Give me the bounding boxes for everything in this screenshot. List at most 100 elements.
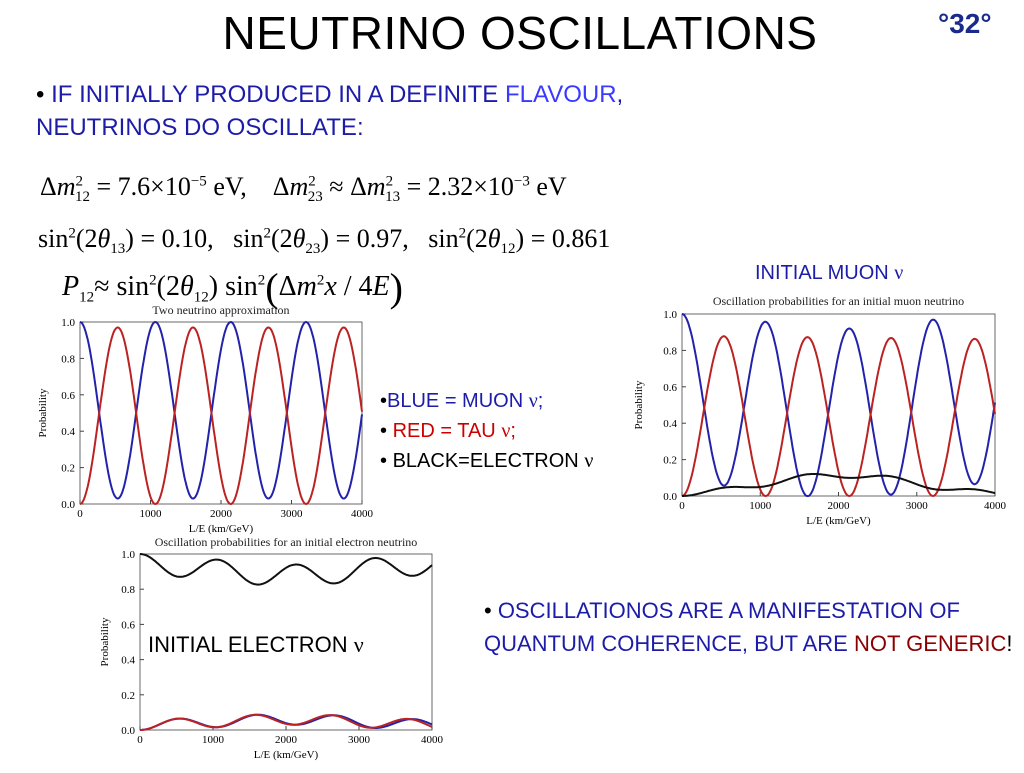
eq-sin2: sin <box>233 224 264 253</box>
eq-val-t23: ) = 0.97, <box>320 224 409 253</box>
x-axis-label: L/E (km/GeV) <box>254 749 319 761</box>
chart-title: Oscillation probabilities for an initial… <box>155 535 418 549</box>
x-tick-label: 4000 <box>984 500 1007 512</box>
x-axis-label: L/E (km/GeV) <box>189 523 254 535</box>
eq-open3: (2 <box>466 224 488 253</box>
eq-P-sin2: ) sin <box>208 271 258 302</box>
eq-sq-c: 2 <box>458 225 467 242</box>
chart-initial-muon: Oscillation probabilities for an initial… <box>633 294 1007 527</box>
y-tick-label: 0.4 <box>121 655 135 667</box>
y-tick-label: 0.8 <box>61 353 75 365</box>
eq-P-rparen: ) <box>389 265 403 310</box>
x-tick-label: 1000 <box>140 508 163 520</box>
chart-title: Two neutrino approximation <box>152 303 289 317</box>
color-legend: •BLUE = MUON ν; • RED = TAU ν; • BLACK=E… <box>380 386 593 476</box>
legend-black: • BLACK=ELECTRON ν <box>380 446 593 476</box>
plot-two-neutrino: Two neutrino approximation 0 1000 2000 3000 4… <box>34 300 374 545</box>
y-tick-label: 0.2 <box>61 463 75 475</box>
eq-P-lparen: ( <box>265 265 279 310</box>
eq-sq2: 2 <box>308 173 316 190</box>
initial-muon-text: INITIAL MUON <box>755 262 895 284</box>
x-tick-label: 3000 <box>906 500 929 512</box>
y-tick-label: 1.0 <box>121 549 135 561</box>
eq-unit2: eV <box>529 172 567 201</box>
x-tick-label: 3000 <box>348 734 371 746</box>
y-tick-label: 0.6 <box>663 382 677 394</box>
eq-P-open: (2 <box>156 271 180 302</box>
plot-frame <box>139 553 433 731</box>
series-line <box>681 313 996 497</box>
eq-approx-sin: ≈ sin <box>94 271 150 302</box>
series-line <box>682 473 996 497</box>
eq-P-sq2: 2 <box>257 272 266 289</box>
plot-initial-electron: Oscillation probabilities for an initial… <box>96 534 448 773</box>
eq-sub23: 23 <box>307 189 323 206</box>
eq-P-slash: / 4 <box>336 271 373 302</box>
eq-P-x: x <box>324 271 337 302</box>
initial-electron-text: INITIAL ELECTRON <box>148 632 354 657</box>
eq-theta1: θ <box>97 224 111 253</box>
bullet2-exclaim: ! <box>1006 631 1013 656</box>
y-tick-label: 0.8 <box>663 345 677 357</box>
nu-symbol: ν <box>501 420 511 442</box>
eq-m3: m <box>366 172 386 201</box>
eq-m2: m <box>289 172 309 201</box>
bullet-quantum-coherence: • OSCILLATIONOS ARE A MANIFESTATION OF Q… <box>484 594 1024 660</box>
eq-m: m <box>56 172 76 201</box>
eq-P-m-sq: 2 <box>316 272 325 289</box>
eq-value1: = 7.6×10 <box>90 172 191 201</box>
chart-initial-electron: Oscillation probabilities for an initial… <box>99 535 444 761</box>
eq-val-t12: ) = 0.861 <box>515 224 611 253</box>
x-tick-label: 2000 <box>828 500 851 512</box>
eq-P-sub: 12 <box>79 289 95 306</box>
y-tick-label: 0.8 <box>121 584 135 596</box>
eq-P-m: m <box>296 271 317 302</box>
x-tick-label: 2000 <box>275 734 298 746</box>
nu-symbol: ν <box>353 632 364 657</box>
y-axis-label: Probability <box>37 388 49 437</box>
y-tick-label: 0.0 <box>61 499 75 511</box>
eq-sin1: sin <box>38 224 69 253</box>
x-tick-label: 1000 <box>749 500 772 512</box>
legend-blue: •BLUE = MUON ν; <box>380 386 593 416</box>
equation-mixing-angles: sin2(2θ13) = 0.10, sin2(2θ23) = 0.97, si… <box>38 224 610 258</box>
equation-mass-splittings: Δm212 = 7.6×10−5 eV, Δm223 ≈ Δm213 = 2.3… <box>40 172 567 206</box>
eq-sq-a: 2 <box>68 225 76 242</box>
legend-semicolon: ; <box>537 390 544 412</box>
eq-t13: 13 <box>110 241 126 258</box>
bullet1-text-a: IF INITIALLY PRODUCED IN A DEFINITE <box>44 81 505 108</box>
y-tick-label: 0.0 <box>663 491 677 503</box>
y-tick-label: 1.0 <box>61 317 75 329</box>
x-tick-label: 4000 <box>421 734 444 746</box>
y-axis-label: Probability <box>99 617 111 666</box>
y-tick-label: 0.6 <box>61 390 75 402</box>
bullet-mark: • <box>380 450 388 472</box>
series-line <box>140 553 433 586</box>
eq-sq: 2 <box>75 173 84 190</box>
eq-exp1: −5 <box>190 173 207 190</box>
legend-red: • RED = TAU ν; <box>380 416 593 446</box>
eq-P-E: E <box>372 271 390 302</box>
eq-P-sq1: 2 <box>149 272 157 289</box>
legend-semicolon: ; <box>510 420 516 442</box>
bullet-mark: • <box>484 598 492 623</box>
eq-open2: (2 <box>270 224 293 253</box>
eq-P: P <box>62 271 80 302</box>
eq-sub12: 12 <box>75 189 91 206</box>
chart-two-neutrino: Two neutrino approximation 0 1000 2000 3000 4… <box>37 303 374 535</box>
bullet1-flavour: FLAVOUR <box>504 81 617 108</box>
bullet1-comma: , <box>616 81 624 108</box>
eq-approx: ≈ Δ <box>322 172 367 201</box>
x-axis-label: L/E (km/GeV) <box>806 515 871 527</box>
eq-value2: = 2.32×10 <box>400 172 514 201</box>
x-tick-label: 2000 <box>210 508 233 520</box>
y-tick-label: 0.0 <box>121 725 135 737</box>
eq-unit1: eV, <box>206 172 247 201</box>
eq-t23: 23 <box>305 241 321 258</box>
eq-open1: (2 <box>75 224 98 253</box>
eq-t12: 12 <box>500 241 516 258</box>
eq-P-theta: θ <box>179 271 194 302</box>
plot-initial-muon: Oscillation probabilities for an initial… <box>630 292 1010 542</box>
x-tick-label: 0 <box>679 500 685 512</box>
legend-red-text: RED = TAU <box>392 420 502 442</box>
